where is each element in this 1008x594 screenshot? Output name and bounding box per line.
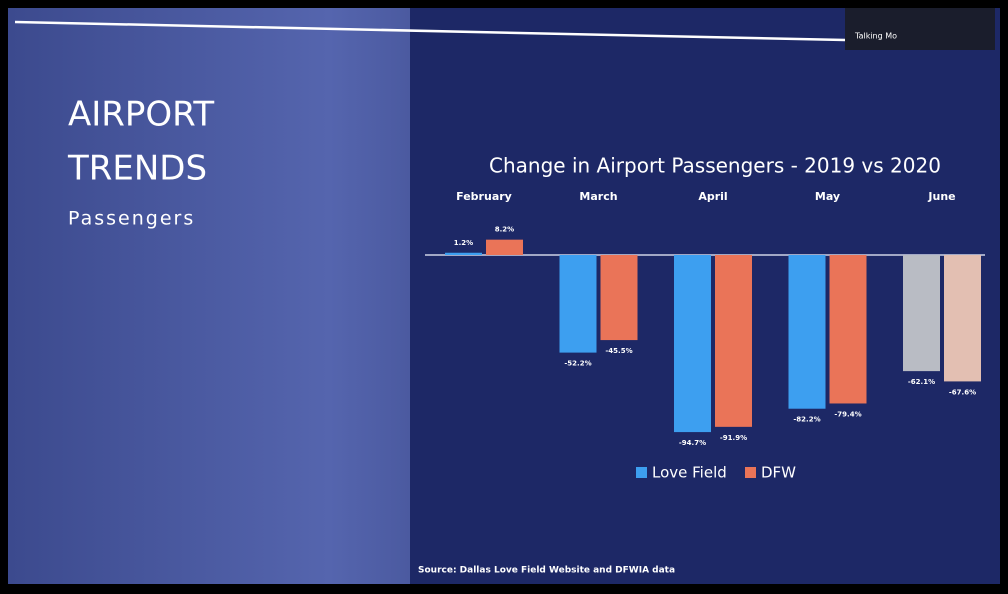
data-label: -79.4% xyxy=(834,410,861,418)
legend-label: Love Field xyxy=(652,464,727,482)
data-label: -45.5% xyxy=(605,347,632,355)
slide-title-line: AIRPORT xyxy=(68,95,214,135)
overlay-label: Talking Mo xyxy=(854,32,897,41)
data-label: -91.9% xyxy=(720,434,747,442)
bar xyxy=(486,240,523,255)
slide-subtitle: Passengers xyxy=(68,208,195,230)
bar xyxy=(944,255,981,381)
bar xyxy=(715,255,752,427)
bar xyxy=(830,255,867,403)
data-label: -94.7% xyxy=(679,439,706,447)
bar xyxy=(601,255,638,340)
legend-swatch xyxy=(636,467,647,478)
data-label: -82.2% xyxy=(793,416,820,424)
bar xyxy=(789,255,826,409)
bar xyxy=(674,255,711,432)
data-label: -62.1% xyxy=(908,378,935,386)
bar xyxy=(903,255,940,371)
slide-title-line: TRENDS xyxy=(67,149,207,189)
legend-swatch xyxy=(745,467,756,478)
category-label: May xyxy=(815,190,840,203)
source-note: Source: Dallas Love Field Website and DF… xyxy=(418,566,675,576)
data-label: -67.6% xyxy=(949,388,976,396)
slide: Talking Mo AIRPORT TRENDS Passengers Cha… xyxy=(0,0,1008,594)
data-label: -52.2% xyxy=(564,360,591,368)
bar xyxy=(445,253,482,255)
bar xyxy=(560,255,597,353)
category-label: February xyxy=(456,190,512,203)
category-label: June xyxy=(927,190,955,203)
legend-label: DFW xyxy=(761,464,796,482)
category-label: March xyxy=(579,190,617,203)
data-label: 8.2% xyxy=(495,226,514,234)
page: Talking Mo AIRPORT TRENDS Passengers Cha… xyxy=(0,0,1008,594)
overlay-box xyxy=(845,8,995,50)
chart-title: Change in Airport Passengers - 2019 vs 2… xyxy=(489,154,941,178)
data-label: 1.2% xyxy=(454,239,473,247)
category-label: April xyxy=(698,190,727,203)
